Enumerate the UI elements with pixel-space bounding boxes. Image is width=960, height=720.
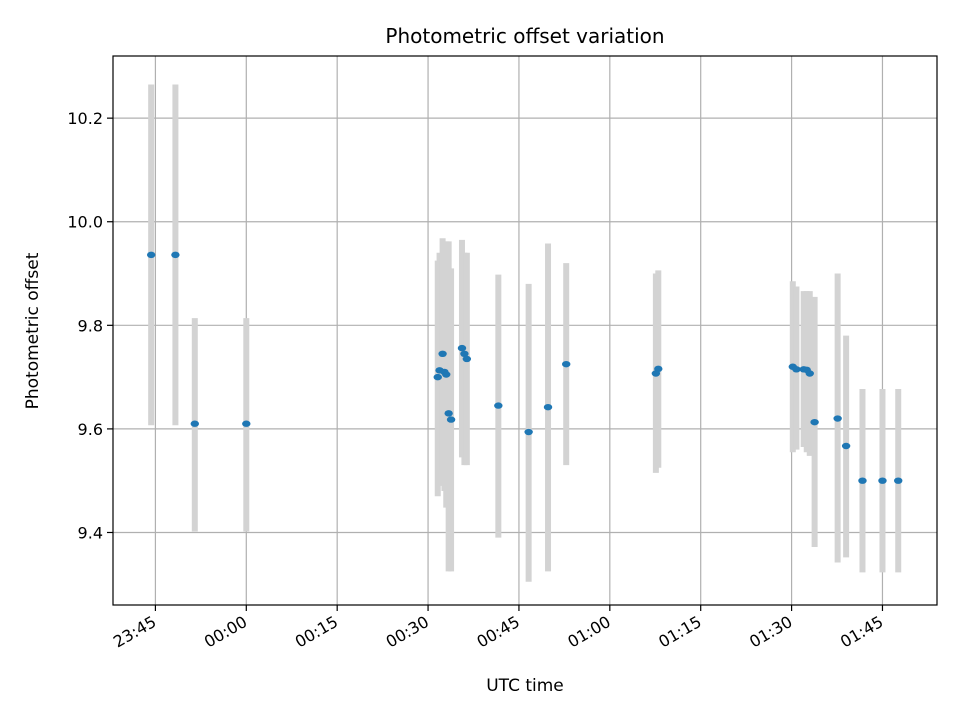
data-points [146,251,903,484]
data-point [524,428,533,436]
data-point [460,350,469,358]
y-tick-label: 10.2 [67,109,103,128]
data-point [462,355,472,363]
data-point [654,365,663,373]
plot-frame [112,55,938,606]
data-point [446,416,456,423]
y-tick-label: 9.6 [78,420,103,439]
data-point [433,373,442,381]
data-point [810,418,819,426]
data-point [878,477,887,484]
data-point [242,420,251,427]
y-axis-label: Photometric offset [23,252,43,409]
data-point [841,442,851,450]
data-point [190,420,199,427]
data-point [171,251,180,259]
data-point [146,251,156,259]
y-axis-ticks: 9.4 9.6 9.8 10.0 10.2 [67,109,113,542]
data-point [494,402,503,409]
data-point [457,344,467,352]
data-point [792,366,801,373]
data-point [442,371,451,378]
data-point [858,477,867,484]
data-point [543,403,553,411]
data-point [805,370,814,377]
y-tick-label: 9.8 [78,316,103,335]
grid [113,56,937,605]
chart-title: Photometric offset variation [385,24,664,48]
data-point [894,477,903,484]
x-axis-label: UTC time [486,676,564,696]
data-point [444,410,453,417]
y-tick-label: 9.4 [78,523,103,542]
y-tick-label: 10.0 [67,213,103,232]
data-point [562,360,571,368]
data-point [438,350,447,358]
data-point [833,415,842,422]
